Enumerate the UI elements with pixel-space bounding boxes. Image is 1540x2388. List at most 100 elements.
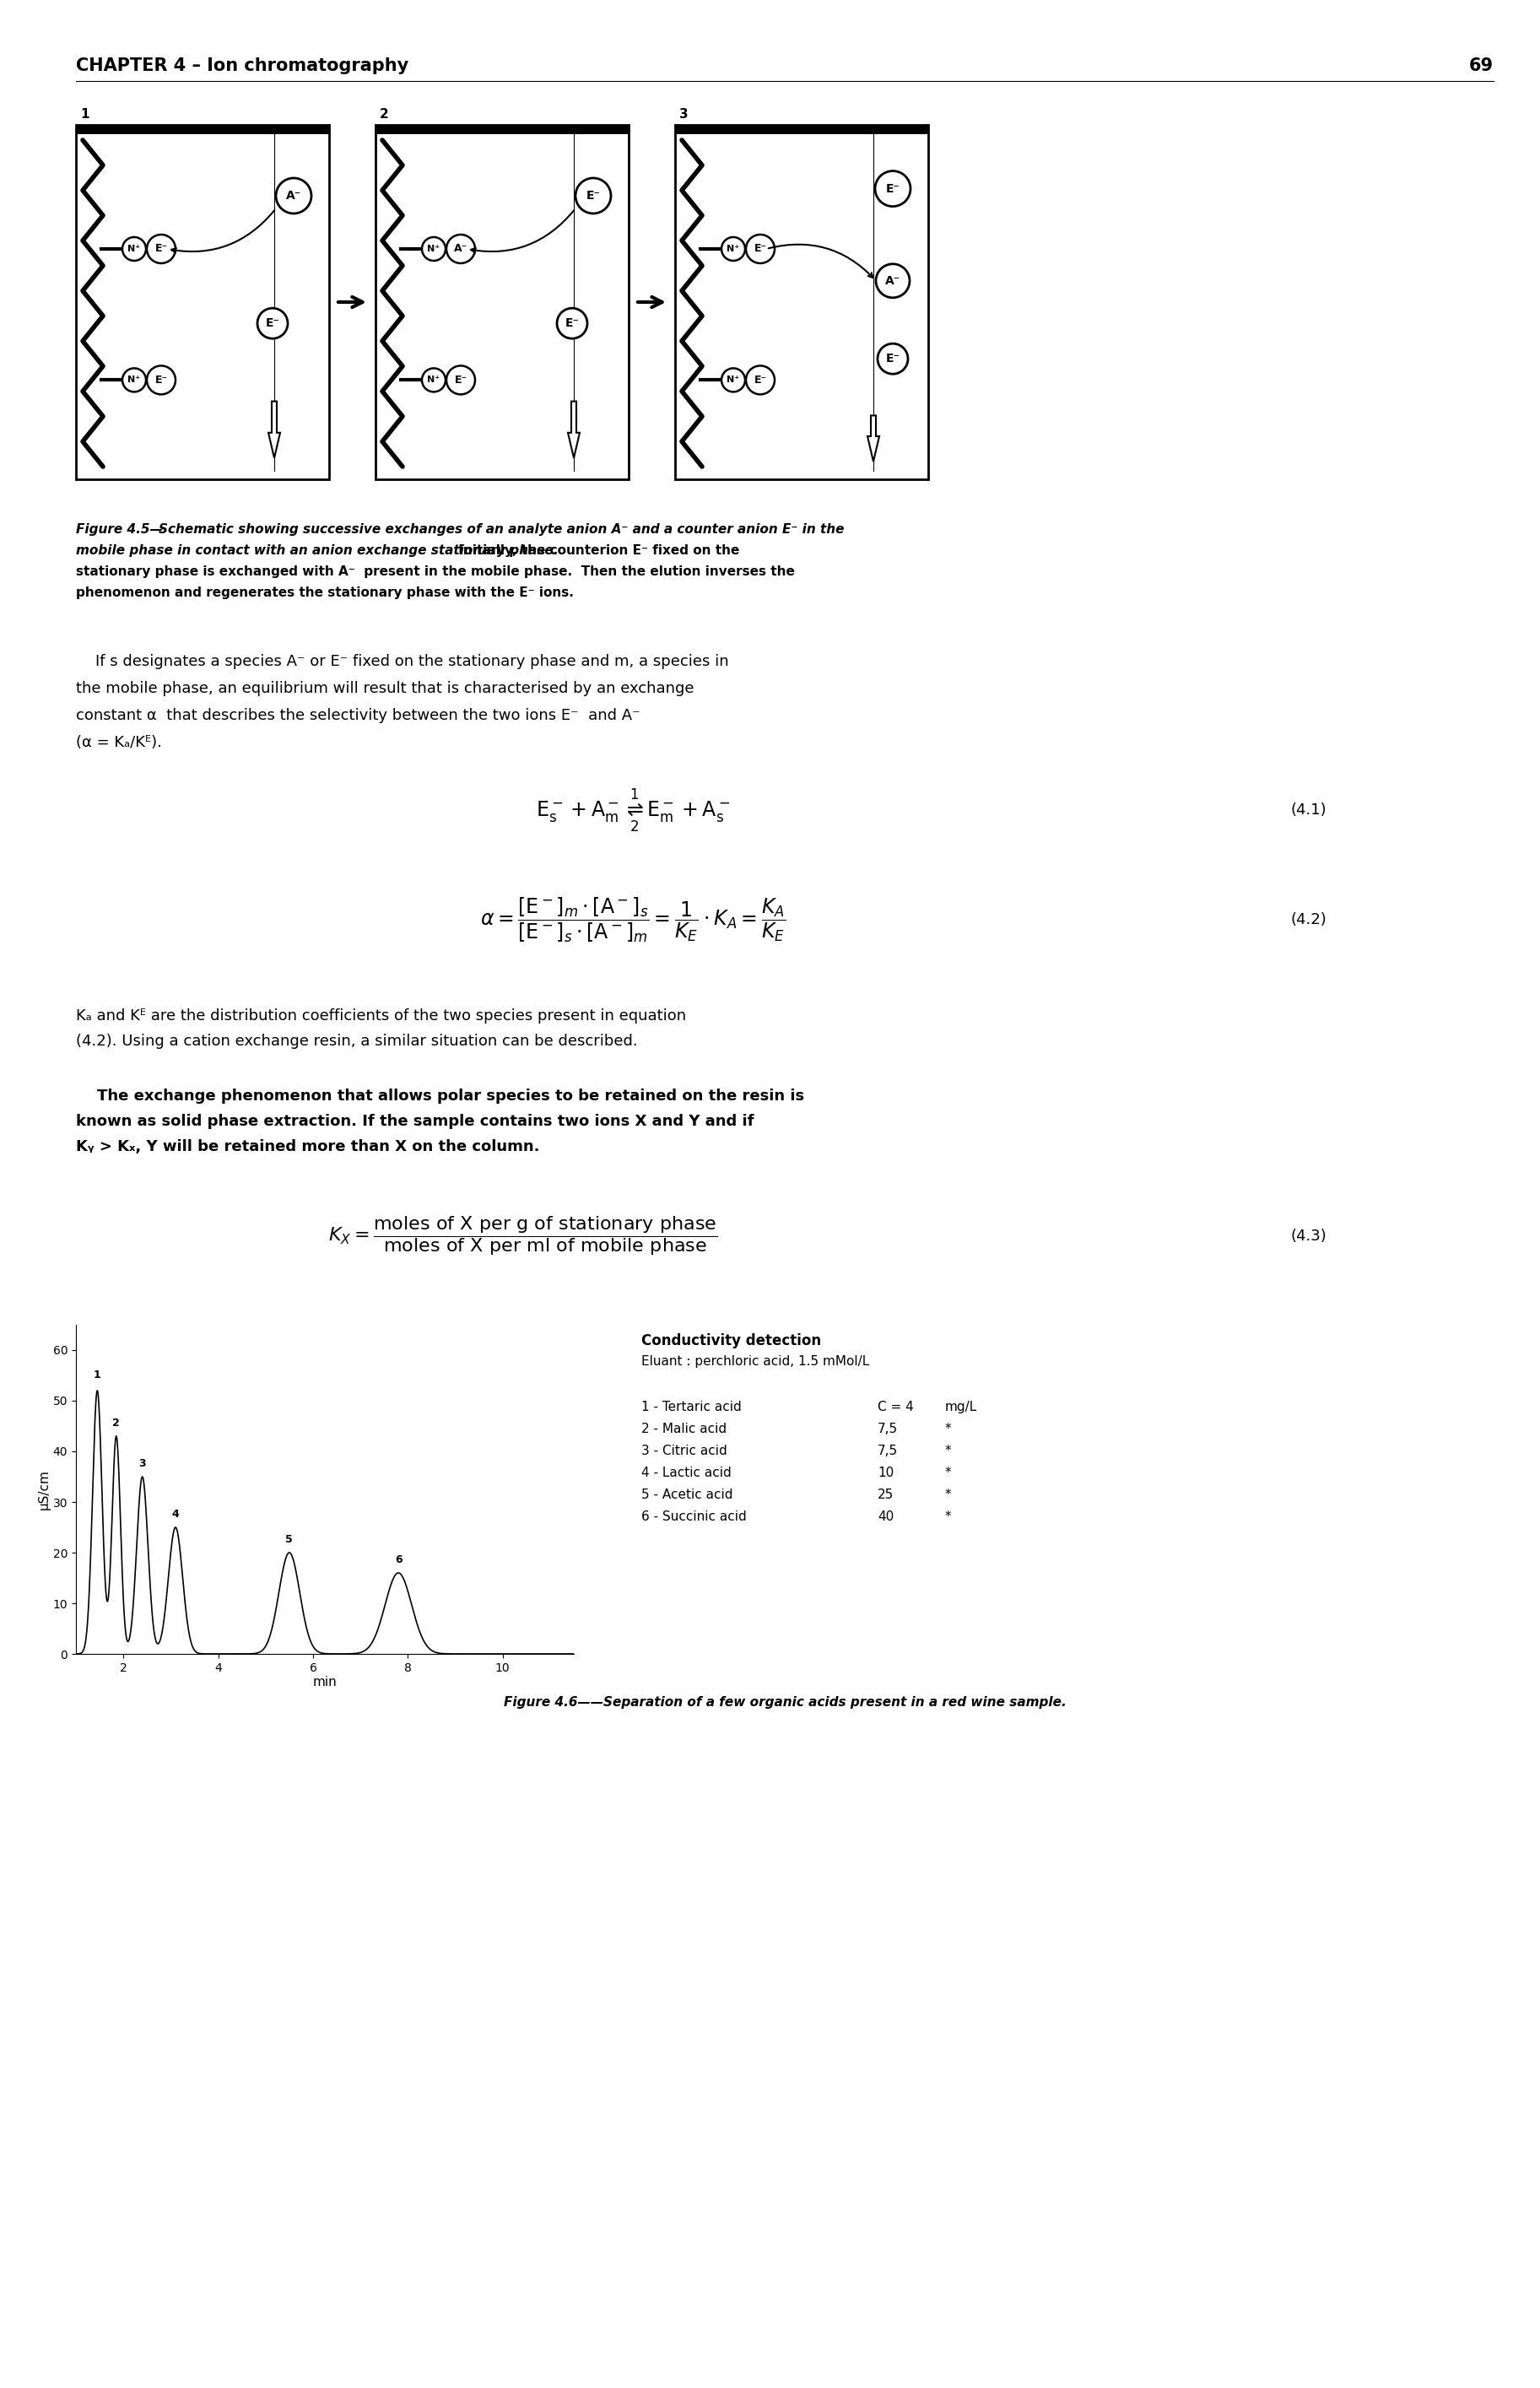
Circle shape <box>745 365 775 394</box>
Text: Eluant : perchloric acid, 1.5 mMol/L: Eluant : perchloric acid, 1.5 mMol/L <box>641 1354 870 1368</box>
Text: *: * <box>946 1512 952 1524</box>
Text: $K_X = \dfrac{\mathrm{moles\ of\ X\ per\ g\ of\ stationary\ phase}}{\mathrm{mole: $K_X = \dfrac{\mathrm{moles\ of\ X\ per\… <box>328 1215 718 1258</box>
Text: 1: 1 <box>94 1368 102 1380</box>
Text: (4.2). Using a cation exchange resin, a similar situation can be described.: (4.2). Using a cation exchange resin, a … <box>75 1034 638 1048</box>
Text: 2: 2 <box>380 107 388 122</box>
Text: E⁻: E⁻ <box>886 353 899 365</box>
Text: 4: 4 <box>172 1509 179 1519</box>
Circle shape <box>557 308 587 339</box>
Text: constant α  that describes the selectivity between the two ions E⁻  and A⁻: constant α that describes the selectivit… <box>75 707 641 724</box>
Text: *: * <box>946 1423 952 1435</box>
Text: E⁻: E⁻ <box>156 375 168 384</box>
Text: 1: 1 <box>80 107 89 122</box>
Text: 69: 69 <box>1469 57 1494 74</box>
Circle shape <box>875 172 910 205</box>
Text: stationary phase is exchanged with A⁻  present in the mobile phase.  Then the el: stationary phase is exchanged with A⁻ pr… <box>75 566 795 578</box>
Text: 2 - Malic acid: 2 - Malic acid <box>641 1423 727 1435</box>
Text: (α = Kₐ/Kᴱ).: (α = Kₐ/Kᴱ). <box>75 736 162 750</box>
Text: 7,5: 7,5 <box>878 1445 898 1457</box>
Text: phenomenon and regenerates the stationary phase with the E⁻ ions.: phenomenon and regenerates the stationar… <box>75 587 574 599</box>
Text: 2: 2 <box>112 1418 120 1428</box>
Text: (4.3): (4.3) <box>1291 1227 1327 1244</box>
Circle shape <box>721 236 745 260</box>
Text: *: * <box>946 1445 952 1457</box>
Text: A⁻: A⁻ <box>454 244 468 256</box>
Circle shape <box>422 236 445 260</box>
Text: 7,5: 7,5 <box>878 1423 898 1435</box>
Circle shape <box>146 365 176 394</box>
Bar <box>376 124 628 480</box>
Text: known as solid phase extraction. If the sample contains two ions X and Y and if: known as solid phase extraction. If the … <box>75 1113 755 1130</box>
Text: 10: 10 <box>878 1466 893 1478</box>
Text: 40: 40 <box>878 1512 893 1524</box>
Text: A⁻: A⁻ <box>886 275 901 287</box>
Circle shape <box>276 179 311 213</box>
Text: $\mathrm{E_s^- + A_m^- \underset{2}{\overset{1}{\rightleftharpoons}} E_m^- + A_s: $\mathrm{E_s^- + A_m^- \underset{2}{\ove… <box>536 786 730 833</box>
Bar <box>75 124 330 480</box>
Text: *: * <box>946 1488 952 1502</box>
Text: If s designates a species A⁻ or E⁻ fixed on the stationary phase and m, a specie: If s designates a species A⁻ or E⁻ fixed… <box>75 654 728 669</box>
Text: Figure 4.6——Separation of a few organic acids present in a red wine sample.: Figure 4.6——Separation of a few organic … <box>504 1695 1066 1710</box>
Text: E⁻: E⁻ <box>587 191 601 201</box>
Text: E⁻: E⁻ <box>565 318 579 330</box>
Circle shape <box>576 179 611 213</box>
Circle shape <box>422 368 445 392</box>
Text: E⁻: E⁻ <box>755 375 767 384</box>
Text: mg/L: mg/L <box>946 1402 978 1414</box>
Circle shape <box>146 234 176 263</box>
Text: 3: 3 <box>679 107 688 122</box>
Circle shape <box>122 368 146 392</box>
Circle shape <box>721 368 745 392</box>
Text: mobile phase in contact with an anion exchange stationary phase.: mobile phase in contact with an anion ex… <box>75 544 557 556</box>
Y-axis label: μS/cm: μS/cm <box>38 1469 51 1509</box>
Text: E⁻: E⁻ <box>156 244 168 256</box>
Text: E⁻: E⁻ <box>454 375 467 384</box>
Text: CHAPTER 4 – Ion chromatography: CHAPTER 4 – Ion chromatography <box>75 57 408 74</box>
Circle shape <box>876 265 910 298</box>
Text: Kₐ and Kᴱ are the distribution coefficients of the two species present in equati: Kₐ and Kᴱ are the distribution coefficie… <box>75 1008 687 1024</box>
Circle shape <box>122 236 146 260</box>
Text: 1 - Tertaric acid: 1 - Tertaric acid <box>641 1402 742 1414</box>
Text: $\alpha = \dfrac{[\mathrm{E^-}]_m \cdot [\mathrm{A^-}]_s}{[\mathrm{E^-}]_s \cdot: $\alpha = \dfrac{[\mathrm{E^-}]_m \cdot … <box>480 896 785 943</box>
Text: 5: 5 <box>285 1533 293 1545</box>
X-axis label: min: min <box>313 1676 337 1688</box>
Text: Figure 4.5—: Figure 4.5— <box>75 523 163 535</box>
Text: 3 - Citric acid: 3 - Citric acid <box>641 1445 727 1457</box>
Polygon shape <box>867 416 879 461</box>
Text: the mobile phase, an equilibrium will result that is characterised by an exchang: the mobile phase, an equilibrium will re… <box>75 681 695 697</box>
Text: E⁻: E⁻ <box>755 244 767 256</box>
Circle shape <box>447 365 474 394</box>
Bar <box>675 124 929 134</box>
Circle shape <box>878 344 909 375</box>
Text: 3: 3 <box>139 1459 146 1469</box>
Text: 4 - Lactic acid: 4 - Lactic acid <box>641 1466 731 1478</box>
Text: Kᵧ > Kₓ, Y will be retained more than X on the column.: Kᵧ > Kₓ, Y will be retained more than X … <box>75 1139 539 1153</box>
Text: N⁺: N⁺ <box>727 375 739 384</box>
Polygon shape <box>268 401 280 458</box>
Text: 6: 6 <box>394 1555 402 1564</box>
Text: *: * <box>946 1466 952 1478</box>
Polygon shape <box>568 401 579 458</box>
Text: (4.2): (4.2) <box>1291 912 1327 927</box>
Circle shape <box>447 234 474 263</box>
Text: 25: 25 <box>878 1488 893 1502</box>
Text: E⁻: E⁻ <box>265 318 280 330</box>
Text: (4.1): (4.1) <box>1291 802 1327 817</box>
Text: N⁺: N⁺ <box>128 375 140 384</box>
Text: N⁺: N⁺ <box>727 244 739 253</box>
Circle shape <box>745 234 775 263</box>
Bar <box>675 124 929 480</box>
Text: N⁺: N⁺ <box>128 244 140 253</box>
Text: Schematic showing successive exchanges of an analyte anion A⁻ and a counter anio: Schematic showing successive exchanges o… <box>159 523 844 535</box>
Circle shape <box>257 308 288 339</box>
Text: The exchange phenomenon that allows polar species to be retained on the resin is: The exchange phenomenon that allows pola… <box>75 1089 804 1103</box>
Text: 5 - Acetic acid: 5 - Acetic acid <box>641 1488 733 1502</box>
Text: C = 4: C = 4 <box>878 1402 913 1414</box>
Text: N⁺: N⁺ <box>427 375 440 384</box>
Text: E⁻: E⁻ <box>886 184 899 193</box>
Text: Initially, the counterion E⁻ fixed on the: Initially, the counterion E⁻ fixed on th… <box>454 544 739 556</box>
Text: 6 - Succinic acid: 6 - Succinic acid <box>641 1512 747 1524</box>
Text: N⁺: N⁺ <box>427 244 440 253</box>
Bar <box>376 124 628 134</box>
Bar <box>75 124 330 134</box>
